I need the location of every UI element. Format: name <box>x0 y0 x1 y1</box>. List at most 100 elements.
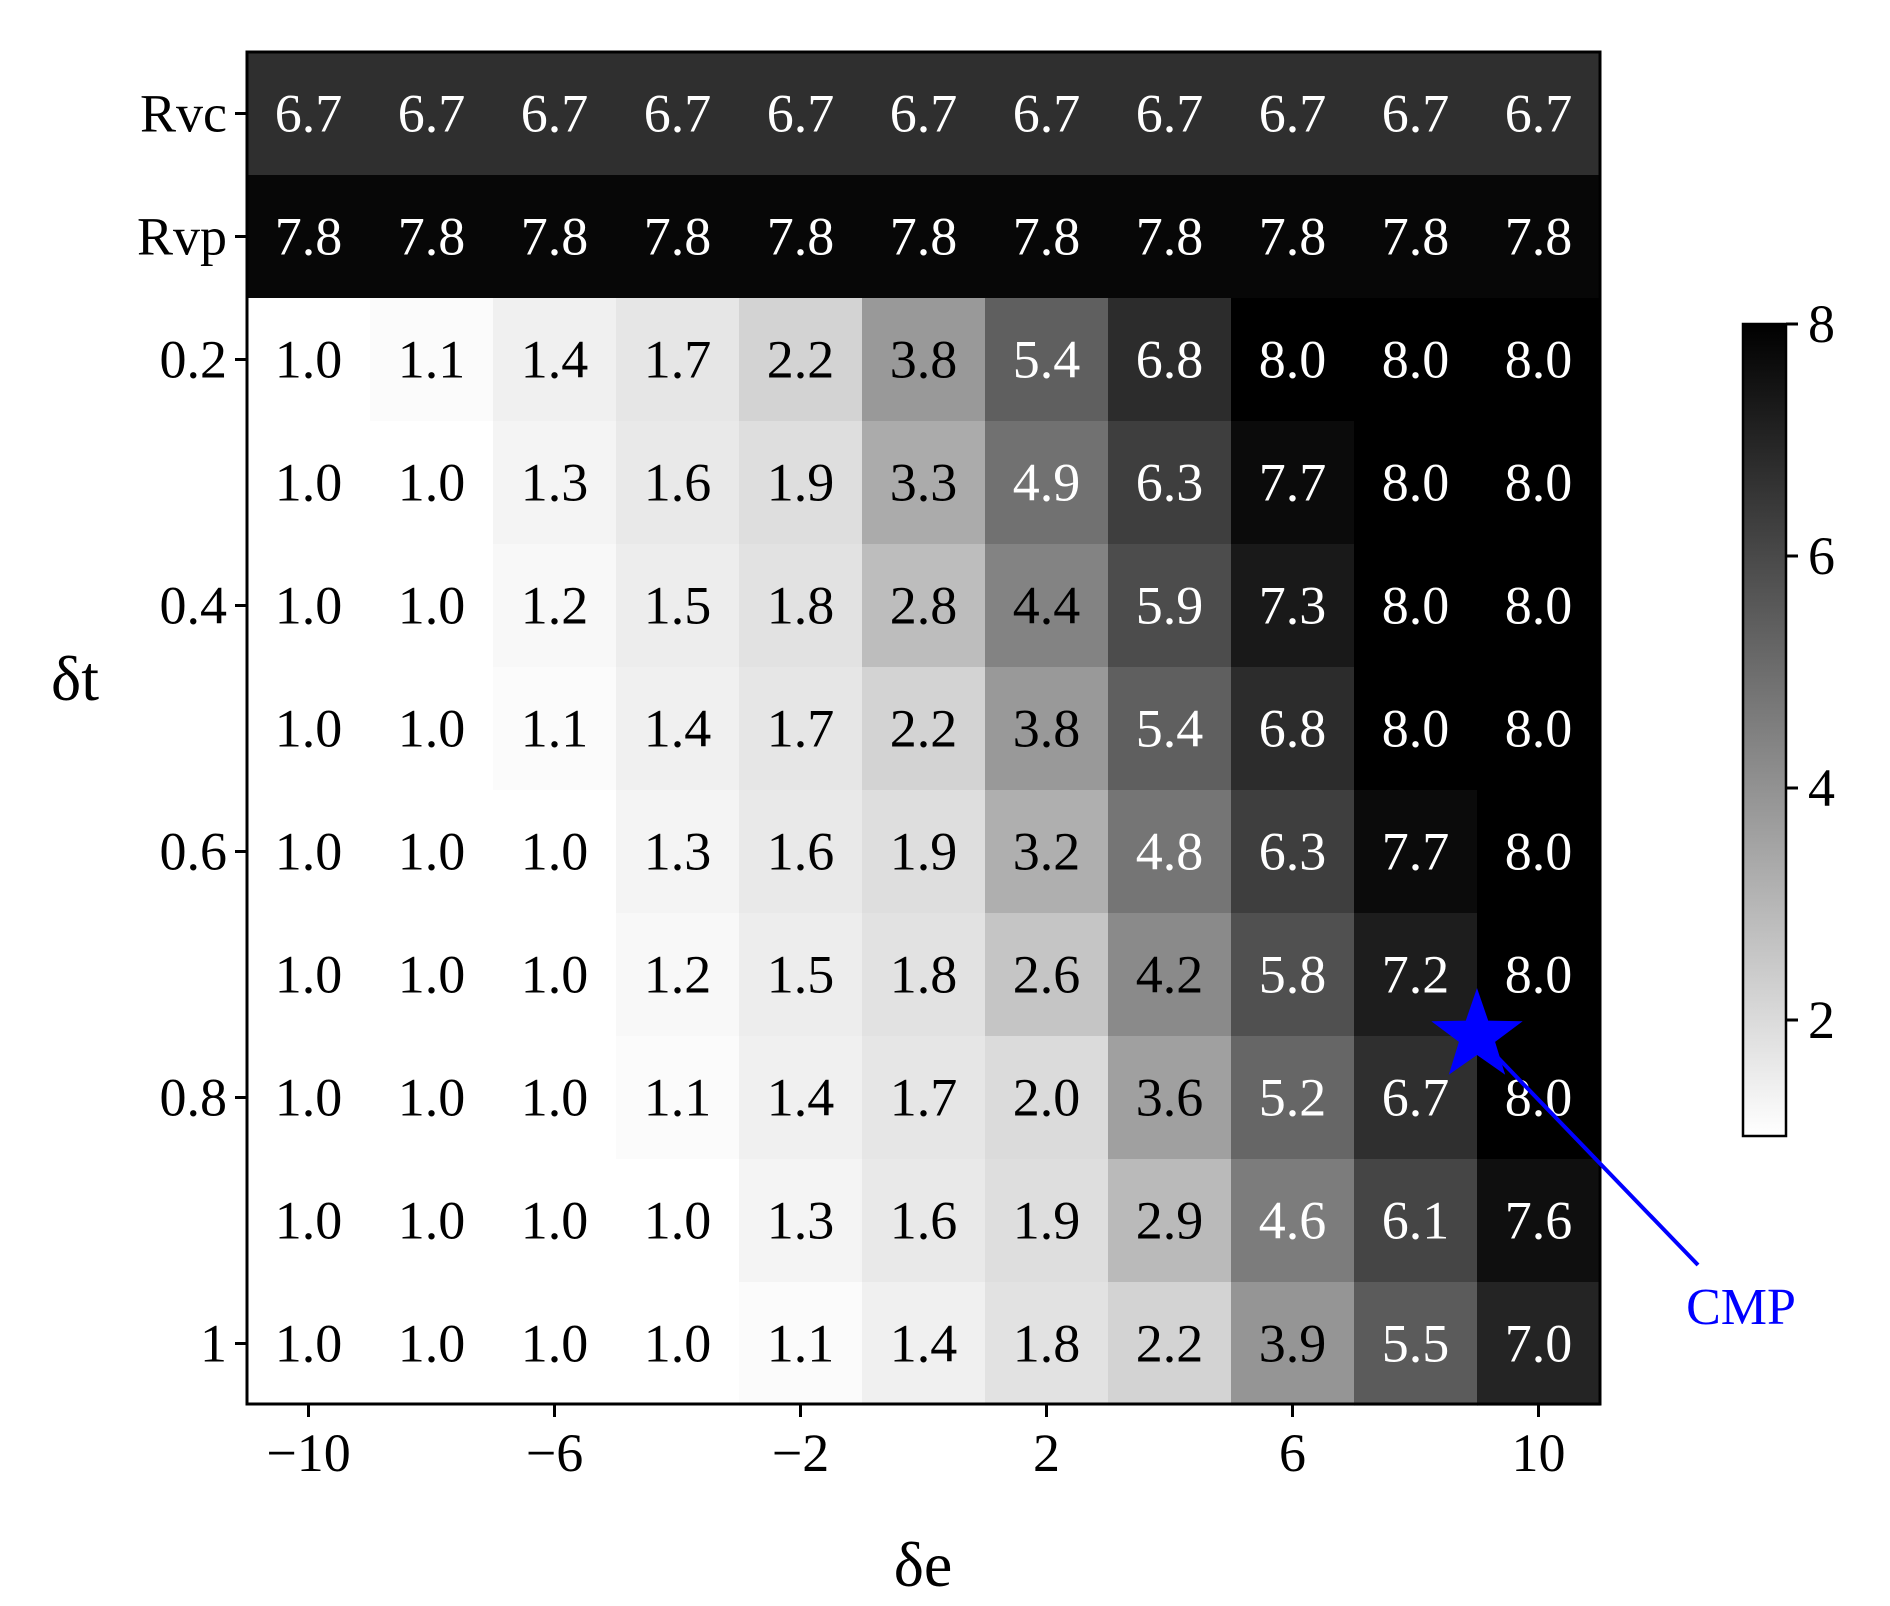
cell-value-label: 6.1 <box>1382 1191 1450 1251</box>
heatmap-value-labels: 6.7 6.7 6.7 6.7 6.7 6.7 6.7 6.7 6.7 6.7 6.7 7.8 7.8 7… <box>275 84 1573 1374</box>
heatmap-cell <box>1108 175 1232 299</box>
cell-value-label: 1.0 <box>275 822 343 882</box>
heatmap-cell <box>1354 52 1478 176</box>
cell-value-label: 1.0 <box>644 1191 712 1251</box>
heatmap-cell <box>370 1282 494 1406</box>
cell-value-label: 1.0 <box>521 822 589 882</box>
heatmap-cell <box>370 1159 494 1283</box>
heatmap-cell <box>1477 544 1601 668</box>
cell-value-label: 6.7 <box>767 84 835 144</box>
heatmap-cell <box>1231 1036 1355 1160</box>
heatmap-cell <box>370 1036 494 1160</box>
heatmap-cell <box>370 421 494 545</box>
x-tick-label: 6 <box>1279 1423 1306 1483</box>
heatmap-cell <box>739 544 863 668</box>
cell-value-label: 3.3 <box>890 453 958 513</box>
cell-value-label: 1.0 <box>398 576 466 636</box>
cell-value-label: 2.2 <box>1136 1314 1204 1374</box>
heatmap-cell <box>1354 1282 1478 1406</box>
cell-value-label: 7.7 <box>1382 822 1450 882</box>
heatmap-cell <box>1231 421 1355 545</box>
heatmap-cell <box>616 790 740 914</box>
cmp-pointer-line <box>1475 1034 1700 1267</box>
heatmap-cell <box>616 298 740 422</box>
heatmap-cell <box>1231 544 1355 668</box>
cell-value-label: 8.0 <box>1382 330 1450 390</box>
heatmap-cell <box>1231 52 1355 176</box>
cell-value-label: 6.7 <box>1259 84 1327 144</box>
heatmap-cell <box>1231 667 1355 791</box>
heatmap-cell <box>1108 790 1232 914</box>
cell-value-label: 7.8 <box>767 207 835 267</box>
cell-value-label: 1.9 <box>767 453 835 513</box>
heatmap-cell <box>1354 421 1478 545</box>
cell-value-label: 1.0 <box>521 1068 589 1128</box>
cell-value-label: 2.0 <box>1013 1068 1081 1128</box>
heatmap-cell <box>862 667 986 791</box>
heatmap-cell <box>1108 298 1232 422</box>
y-tick-label: 0.8 <box>160 1068 228 1128</box>
colorbar-tick-label: 6 <box>1808 526 1835 586</box>
cell-value-label: 8.0 <box>1505 945 1573 1005</box>
heatmap-cell <box>1354 544 1478 668</box>
cell-value-label: 8.0 <box>1382 576 1450 636</box>
cell-value-label: 1.1 <box>644 1068 712 1128</box>
cell-value-label: 7.7 <box>1259 453 1327 513</box>
heatmap-cell <box>1354 298 1478 422</box>
cell-value-label: 1.5 <box>644 576 712 636</box>
cell-value-label: 7.8 <box>1505 207 1573 267</box>
cell-value-label: 4.9 <box>1013 453 1081 513</box>
heatmap-cell <box>1108 544 1232 668</box>
y-tick-label: 0.2 <box>160 330 228 390</box>
heatmap-cell <box>862 913 986 1037</box>
heatmap-cell <box>247 544 371 668</box>
cell-value-label: 7.8 <box>1136 207 1204 267</box>
heatmap-cell <box>862 1159 986 1283</box>
cell-value-label: 1.0 <box>275 330 343 390</box>
cell-value-label: 1.8 <box>890 945 958 1005</box>
cell-value-label: 8.0 <box>1505 699 1573 759</box>
cell-value-label: 7.0 <box>1505 1314 1573 1374</box>
cell-value-label: 6.8 <box>1259 699 1327 759</box>
cell-value-label: 7.3 <box>1259 576 1327 636</box>
cell-value-label: 1.7 <box>644 330 712 390</box>
cell-value-label: 4.6 <box>1259 1191 1327 1251</box>
heatmap-cell <box>370 298 494 422</box>
heatmap-cell <box>493 790 617 914</box>
cell-value-label: 7.8 <box>1013 207 1081 267</box>
heatmap-cell <box>739 913 863 1037</box>
heatmap-cell <box>616 175 740 299</box>
cell-value-label: 1.7 <box>890 1068 958 1128</box>
cell-value-label: 5.4 <box>1013 330 1081 390</box>
heatmap-cell <box>739 175 863 299</box>
heatmap-cells <box>247 52 1601 1406</box>
heatmap-cell <box>493 913 617 1037</box>
heatmap-cell <box>985 913 1109 1037</box>
cell-value-label: 3.8 <box>890 330 958 390</box>
x-axis-ticks: −10 −6 −2 2 6 10 <box>266 1405 1566 1483</box>
heatmap-cell <box>616 544 740 668</box>
heatmap-cell <box>1231 790 1355 914</box>
y-axis-title: δt <box>51 643 99 714</box>
cell-value-label: 1.0 <box>275 699 343 759</box>
heatmap-cell <box>493 1159 617 1283</box>
heatmap-cell <box>1231 298 1355 422</box>
x-tick-label: −2 <box>772 1423 829 1483</box>
cell-value-label: 6.7 <box>521 84 589 144</box>
heatmap-cell <box>985 667 1109 791</box>
heatmap-cell <box>739 421 863 545</box>
heatmap-cell <box>1477 790 1601 914</box>
cell-value-label: 1.4 <box>767 1068 835 1128</box>
colorbar <box>1741 322 1788 1138</box>
cell-value-label: 1.1 <box>398 330 466 390</box>
heatmap-cell <box>247 1282 371 1406</box>
y-tick-label: 0.6 <box>160 822 228 882</box>
cell-value-label: 3.9 <box>1259 1314 1327 1374</box>
cell-value-label: 6.7 <box>1136 84 1204 144</box>
heatmap-cell <box>616 52 740 176</box>
heatmap-cell <box>1108 913 1232 1037</box>
heatmap-cell <box>616 667 740 791</box>
heatmap-cell <box>1477 1159 1601 1283</box>
cell-value-label: 1.0 <box>398 1191 466 1251</box>
y-axis-ticks: Rvc Rvp 0.2 0.4 0.6 0.8 1 <box>137 84 247 1374</box>
